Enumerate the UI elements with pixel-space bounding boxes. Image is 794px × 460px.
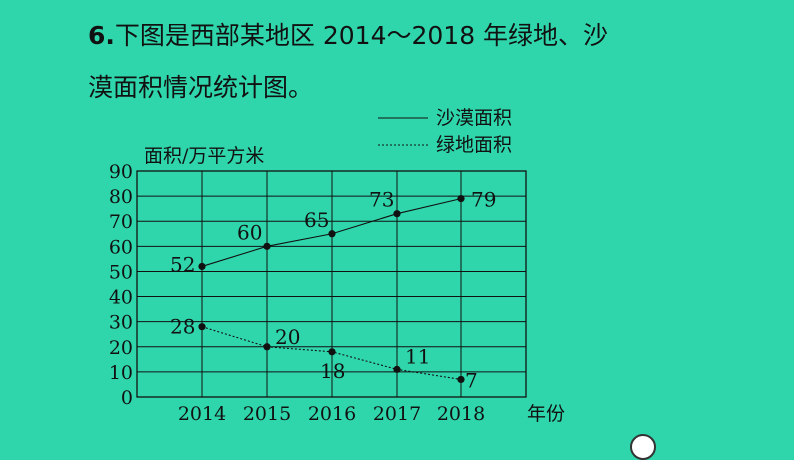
data-label: 60 — [237, 220, 262, 244]
x-tick-labels: 2014 2015 2016 2017 2018 — [178, 403, 485, 425]
x-tick-label: 2016 — [308, 403, 356, 425]
y-tick-label: 20 — [109, 337, 133, 359]
y-tick-label: 60 — [109, 236, 133, 258]
y-tick-label: 40 — [109, 287, 133, 309]
y-tick-label: 30 — [109, 312, 133, 334]
question-line-1: 下图是西部某地区 2014～2018 年绿地、沙 — [114, 21, 609, 50]
data-point — [457, 195, 465, 203]
x-axis-label: 年份 — [527, 403, 565, 425]
y-axis-label: 面积/万平方米 — [144, 145, 264, 167]
data-point — [198, 262, 206, 271]
data-point — [393, 210, 401, 218]
y-tick-label: 0 — [121, 387, 133, 409]
chart-grid — [136, 170, 527, 398]
data-point — [263, 343, 271, 351]
corner-decoration-icon — [630, 434, 656, 460]
data-label: 28 — [170, 315, 195, 339]
data-point — [328, 230, 336, 238]
data-label: 11 — [405, 344, 430, 368]
legend-label: 沙漠面积 — [436, 107, 512, 129]
data-point — [457, 375, 465, 384]
y-tick-labels: 0 10 20 30 40 50 60 70 80 90 — [109, 161, 133, 409]
data-label: 79 — [471, 188, 496, 212]
data-label: 52 — [170, 252, 195, 276]
data-point — [198, 323, 206, 331]
data-label: 73 — [369, 188, 394, 212]
y-tick-label: 90 — [109, 161, 133, 183]
chart-series: 52 60 65 73 79 28 20 18 11 7 — [170, 188, 496, 393]
question-number: 6. — [88, 21, 115, 50]
data-label: 20 — [275, 325, 300, 349]
question-line-2: 漠面积情况统计图。 — [88, 73, 314, 102]
data-point — [263, 242, 271, 250]
y-tick-label: 10 — [109, 362, 133, 384]
data-point — [328, 348, 336, 356]
question-text: 6.下图是西部某地区 2014～2018 年绿地、沙 漠面积情况统计图。 — [88, 10, 748, 114]
x-tick-label: 2017 — [373, 403, 421, 425]
x-tick-label: 2018 — [437, 403, 485, 425]
data-label: 18 — [320, 359, 345, 383]
y-tick-label: 70 — [109, 211, 133, 233]
x-tick-label: 2014 — [178, 403, 226, 425]
y-tick-label: 80 — [109, 186, 133, 208]
data-label: 7 — [465, 368, 478, 392]
x-tick-label: 2015 — [243, 403, 291, 425]
legend-label: 绿地面积 — [436, 134, 512, 156]
y-tick-label: 50 — [109, 261, 133, 283]
data-label: 65 — [304, 208, 329, 232]
data-point — [393, 365, 401, 373]
